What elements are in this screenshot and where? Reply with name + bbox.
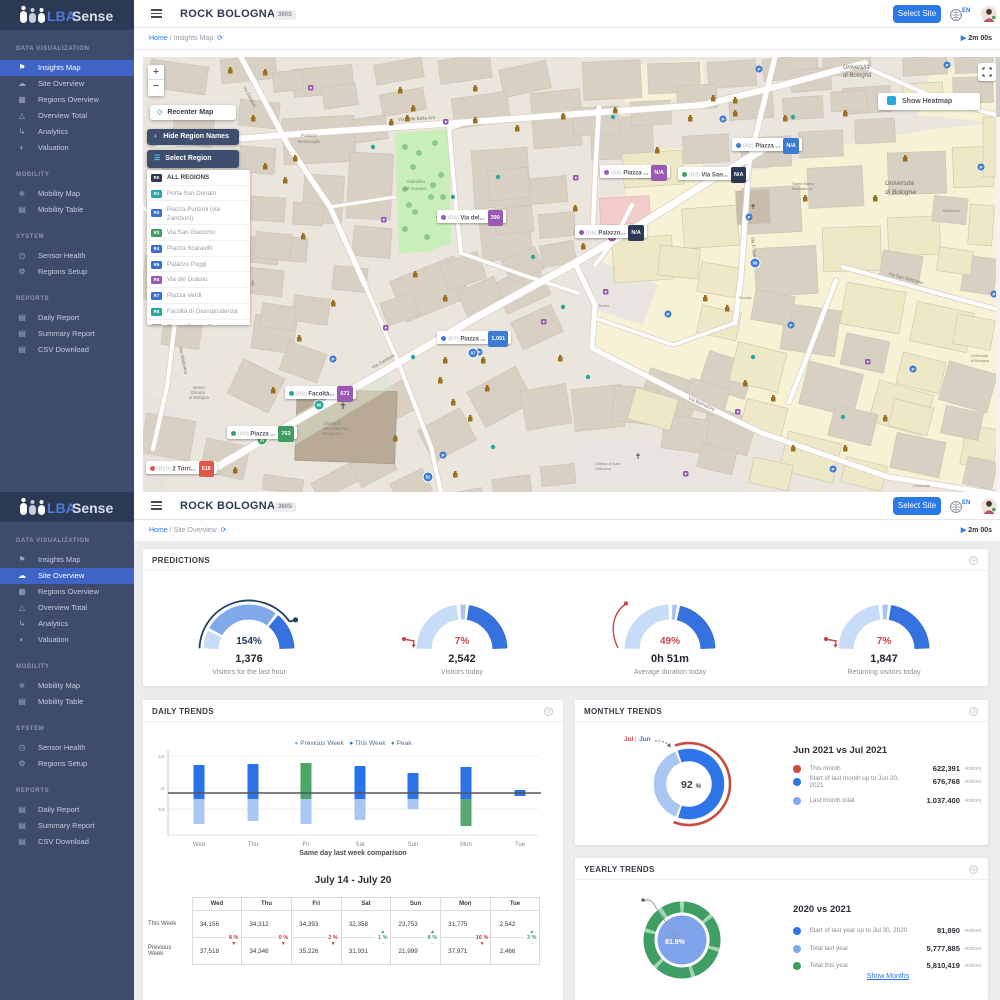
- svg-text:EN: EN: [962, 500, 970, 506]
- svg-text:Bentivoglio: Bentivoglio: [298, 139, 321, 144]
- svg-text:Università: Università: [913, 484, 931, 488]
- svg-text:Palazzo: Palazzo: [301, 133, 318, 138]
- svg-text:P: P: [979, 165, 982, 170]
- svg-text:Università: Università: [885, 180, 914, 187]
- svg-text:Maddalena: Maddalena: [792, 186, 813, 191]
- svg-text:44k: 44k: [158, 754, 166, 759]
- svg-text:82: 82: [426, 475, 431, 480]
- svg-text:P: P: [441, 453, 444, 458]
- svg-text:P: P: [331, 357, 334, 362]
- svg-text:P: P: [992, 292, 995, 297]
- svg-text:4k: 4k: [160, 786, 166, 791]
- svg-text:✝: ✝: [750, 203, 756, 211]
- svg-text:di Bologna: di Bologna: [843, 73, 872, 79]
- svg-text:⛪: ⛪: [249, 279, 256, 287]
- svg-text:✝: ✝: [635, 452, 642, 461]
- svg-text:Chiesa di: Chiesa di: [323, 421, 341, 426]
- svg-text:P: P: [477, 350, 480, 355]
- svg-text:98: 98: [753, 261, 758, 266]
- svg-text:LBA: LBA: [47, 8, 76, 24]
- svg-text:Wed: Wed: [193, 842, 205, 848]
- svg-text:Giacomo: Giacomo: [595, 466, 612, 471]
- svg-text:|: |: [635, 736, 637, 743]
- svg-text:Via delle Belle Arti: Via delle Belle Arti: [398, 115, 435, 122]
- svg-text:Fri: Fri: [303, 842, 310, 848]
- svg-text:Scuola: Scuola: [739, 295, 752, 300]
- svg-text:EN: EN: [962, 8, 970, 14]
- svg-text:86: 86: [317, 403, 322, 408]
- svg-text:Ebraico: Ebraico: [191, 390, 206, 395]
- svg-text:Jul: Jul: [624, 736, 634, 743]
- svg-text:Museo: Museo: [193, 385, 206, 390]
- svg-text:38k: 38k: [158, 807, 166, 812]
- svg-text:P: P: [945, 63, 948, 68]
- svg-text:Sense: Sense: [72, 500, 113, 516]
- svg-text:San Giacomo: San Giacomo: [323, 426, 349, 431]
- svg-text:Mon: Mon: [460, 842, 472, 848]
- svg-text:P: P: [757, 67, 760, 72]
- svg-text:Chiesa di San: Chiesa di San: [595, 461, 620, 466]
- svg-text:99: 99: [260, 438, 265, 443]
- svg-text:Università: Università: [971, 354, 989, 358]
- svg-text:92 %: 92 %: [681, 779, 702, 791]
- svg-text:Università: Università: [843, 65, 870, 71]
- svg-text:Teatro: Teatro: [598, 303, 610, 308]
- svg-text:Giardino: Giardino: [407, 179, 425, 185]
- svg-text:Sat: Sat: [355, 842, 364, 848]
- svg-text:Maggiore: Maggiore: [323, 431, 341, 436]
- svg-text:Thu: Thu: [248, 842, 258, 848]
- svg-text:del Guasto: del Guasto: [403, 186, 427, 192]
- svg-text:P: P: [789, 323, 792, 328]
- svg-text:Sun: Sun: [408, 842, 419, 848]
- svg-text:P: P: [721, 117, 724, 122]
- svg-text:Via F. Selmi: Via F. Selmi: [750, 237, 757, 262]
- svg-text:P: P: [666, 312, 669, 317]
- svg-text:✝: ✝: [339, 401, 347, 411]
- svg-text:P: P: [911, 367, 914, 372]
- svg-text:Sense: Sense: [72, 8, 113, 24]
- svg-text:Jun: Jun: [639, 736, 651, 743]
- svg-text:LBA: LBA: [47, 500, 76, 516]
- svg-text:Tue: Tue: [515, 842, 526, 848]
- svg-text:81.9%: 81.9%: [665, 939, 686, 946]
- svg-text:87: 87: [471, 351, 476, 356]
- svg-text:Santa Maria: Santa Maria: [792, 181, 814, 186]
- svg-text:P: P: [831, 467, 834, 472]
- svg-text:di Bologna: di Bologna: [189, 395, 209, 400]
- svg-text:Via Valdonica: Via Valdonica: [178, 346, 189, 375]
- svg-text:di Bologna: di Bologna: [885, 189, 916, 196]
- svg-text:P: P: [747, 215, 750, 220]
- svg-text:di Bologna: di Bologna: [971, 359, 990, 363]
- svg-text:Biblioteca: Biblioteca: [943, 209, 960, 213]
